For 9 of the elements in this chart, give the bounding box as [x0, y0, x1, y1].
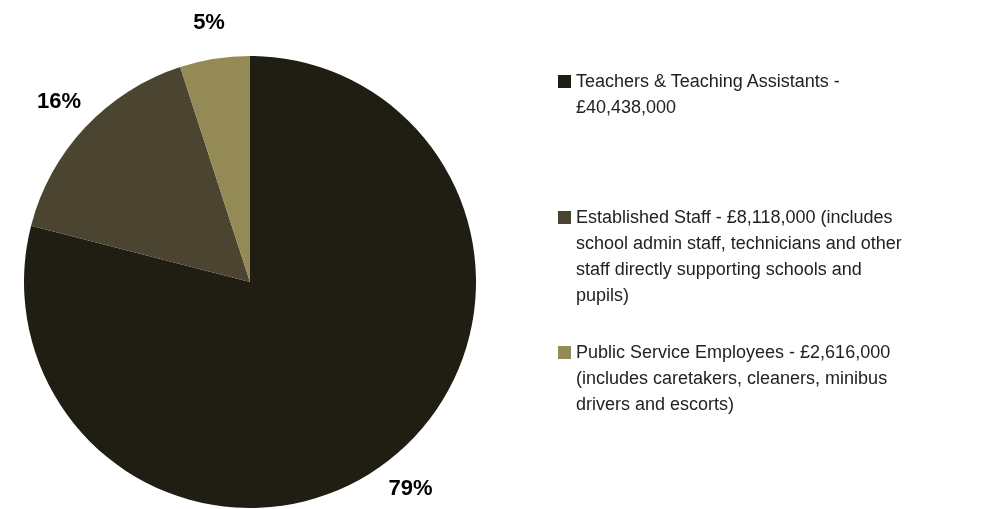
pie-slice [24, 56, 476, 508]
legend-label: Teachers & Teaching Assistants - £40,438,000 [576, 70, 840, 117]
pie-slice [31, 67, 250, 282]
data-label: 16% [36, 88, 82, 114]
legend-label: Public Service Employees - £2,616,000 (includes caretakers, cleaners, minibus drivers and escorts) [576, 341, 891, 414]
data-label: 5% [193, 9, 225, 35]
legend-label: Established Staff - £8,118,000 (includes school admin staff, technicians and other staff directly supporting schools and pupils) [576, 206, 902, 305]
data-label: 79% [388, 474, 433, 500]
pie-slice [180, 56, 250, 282]
